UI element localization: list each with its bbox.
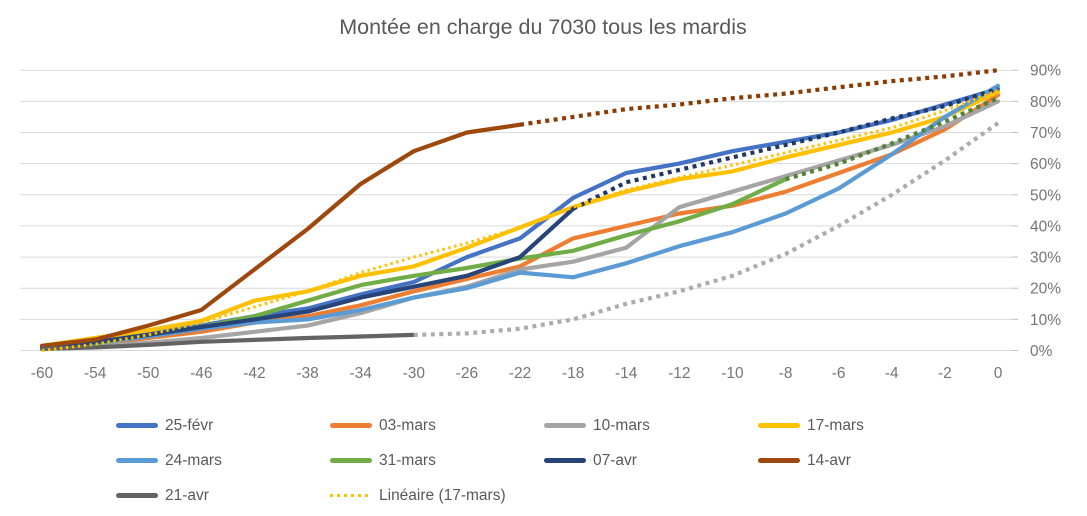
x-axis-label: -12 bbox=[668, 365, 690, 382]
legend-row: 21-avr Linéaire (17-mars) bbox=[116, 478, 1076, 513]
y-axis-label: 0% bbox=[1030, 343, 1053, 360]
series-line-solid bbox=[39, 89, 1001, 348]
x-axis-label: -2 bbox=[938, 365, 952, 382]
y-axis-label: 40% bbox=[1030, 218, 1061, 235]
legend-item: 31-mars bbox=[330, 452, 544, 470]
legend-label: 10-mars bbox=[593, 416, 650, 434]
x-axis-label: -22 bbox=[509, 365, 531, 382]
y-axis-label: 90% bbox=[1030, 63, 1061, 80]
chart-title: Montée en charge du 7030 tous les mardis bbox=[339, 15, 747, 39]
legend-label: Linéaire (17-mars) bbox=[379, 486, 506, 504]
legend-line-swatch bbox=[330, 423, 372, 428]
x-axis-label: -26 bbox=[456, 365, 478, 382]
legend-dotted-line-swatch bbox=[330, 494, 372, 497]
legend-item: 07-avr bbox=[544, 452, 758, 470]
legend-label: 24-mars bbox=[165, 451, 222, 469]
series-lines bbox=[39, 68, 1001, 352]
legend-item: 21-avr bbox=[116, 487, 330, 505]
series-line-solid bbox=[39, 332, 416, 351]
legend-line-swatch bbox=[758, 458, 800, 463]
x-axis-label: -42 bbox=[243, 365, 265, 382]
chart-legend: 25-févr 03-mars 10-mars 17-mars 24-mars 31-ma… bbox=[116, 408, 1076, 513]
legend-label: 21-avr bbox=[165, 486, 209, 504]
x-axis-label: -50 bbox=[137, 365, 160, 382]
y-axis-label: 60% bbox=[1030, 156, 1061, 173]
line-chart-canvas: Montée en charge du 7030 tous les mardis… bbox=[20, 15, 1061, 382]
x-axis-label: -14 bbox=[615, 365, 638, 382]
series-line-solid bbox=[39, 206, 576, 350]
x-axis-label: -60 bbox=[31, 365, 54, 382]
legend-label: 14-avr bbox=[807, 451, 851, 469]
legend-item: 10-mars bbox=[544, 417, 758, 435]
legend-row: 25-févr 03-mars 10-mars 17-mars bbox=[116, 408, 1076, 443]
x-axis-label: -6 bbox=[832, 365, 846, 382]
legend-line-swatch bbox=[758, 423, 800, 428]
x-axis-label: -30 bbox=[403, 365, 426, 382]
series-line-solid bbox=[39, 99, 1001, 351]
y-axis-labels: 0% 10% 20% 30% 40% 50% 60% 70% 80% 90% bbox=[1030, 63, 1061, 360]
legend-line-swatch bbox=[544, 458, 586, 463]
legend-item: 17-mars bbox=[758, 417, 972, 435]
y-axis-label: 80% bbox=[1030, 94, 1061, 111]
x-axis-label: -4 bbox=[885, 365, 899, 382]
x-axis-label: -54 bbox=[84, 365, 107, 382]
y-axis-label: 20% bbox=[1030, 281, 1061, 298]
legend-line-swatch bbox=[330, 458, 372, 463]
legend-line-swatch bbox=[116, 458, 158, 463]
legend-item: 14-avr bbox=[758, 452, 972, 470]
legend-label: 07-avr bbox=[593, 451, 637, 469]
series-line-solid bbox=[39, 122, 523, 348]
series-line-solid bbox=[39, 92, 1001, 351]
series-line-dotted bbox=[572, 86, 999, 211]
legend-item: 25-févr bbox=[116, 417, 330, 435]
legend-label: 25-févr bbox=[165, 416, 214, 434]
series-line-dotted bbox=[519, 68, 999, 127]
y-axis-label: 50% bbox=[1030, 187, 1061, 204]
y-axis-label: 10% bbox=[1030, 312, 1061, 329]
x-axis-label: 0 bbox=[994, 365, 1003, 382]
legend-line-swatch bbox=[116, 493, 158, 498]
series-line-dotted bbox=[785, 96, 999, 182]
y-axis-label: 70% bbox=[1030, 125, 1061, 142]
x-axis-label: -38 bbox=[296, 365, 318, 382]
legend-row: 24-mars 31-mars 07-avr 14-avr bbox=[116, 443, 1076, 478]
series-line-dotted bbox=[413, 121, 1000, 337]
legend-item: 24-mars bbox=[116, 452, 330, 470]
legend-line-swatch bbox=[544, 423, 586, 428]
x-axis-labels: -60 -54 -50 -46 -42 -38 -34 -30 -26 -22 -18 -14 -12-… bbox=[31, 365, 1003, 382]
x-axis-label: -18 bbox=[562, 365, 584, 382]
legend-item: 03-mars bbox=[330, 417, 544, 435]
legend-label: 31-mars bbox=[379, 451, 436, 469]
x-axis-label: -8 bbox=[779, 365, 793, 382]
x-axis-label: -10 bbox=[721, 365, 744, 382]
x-axis-label: -46 bbox=[190, 365, 212, 382]
legend-label: 03-mars bbox=[379, 416, 436, 434]
legend-line-swatch bbox=[116, 423, 158, 428]
legend-label: 17-mars bbox=[807, 416, 864, 434]
legend-item: Linéaire (17-mars) bbox=[330, 487, 544, 505]
x-axis-label: -34 bbox=[349, 365, 372, 382]
y-axis-label: 30% bbox=[1030, 250, 1061, 267]
